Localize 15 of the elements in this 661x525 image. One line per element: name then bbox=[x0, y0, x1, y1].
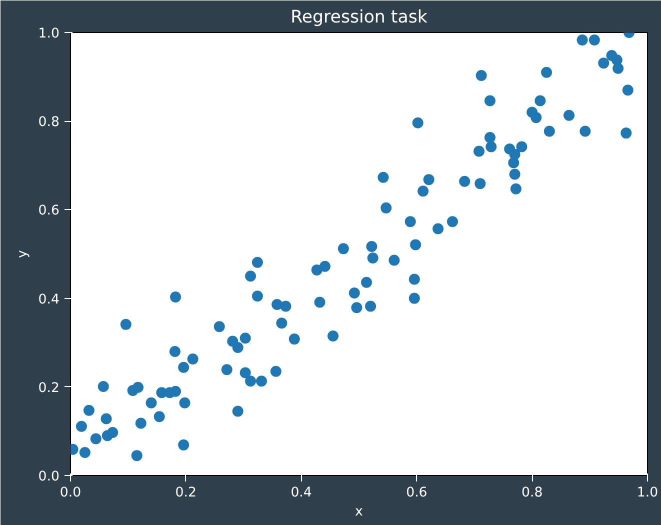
y-axis-title: y bbox=[15, 250, 30, 258]
x-tick-label: 0.2 bbox=[175, 486, 197, 500]
y-tick-label: 0.0 bbox=[38, 470, 60, 484]
x-tick-label: 0.0 bbox=[60, 486, 82, 500]
y-tick-label: 0.4 bbox=[38, 292, 60, 308]
y-tick-label: 0.8 bbox=[38, 115, 60, 130]
x-tick-label: 0.4 bbox=[290, 486, 312, 500]
y-tick-label: 1.0 bbox=[38, 26, 60, 42]
x-tick-label: 0.6 bbox=[406, 486, 428, 500]
y-tick-label: 0.6 bbox=[38, 204, 60, 219]
chart-title: Regression task bbox=[290, 8, 428, 28]
x-tick-label: 0.8 bbox=[522, 486, 543, 500]
x-tick-label: 1.0 bbox=[636, 486, 658, 500]
x-axis-title: x bbox=[355, 504, 364, 520]
y-tick-label: 0.2 bbox=[38, 380, 60, 396]
